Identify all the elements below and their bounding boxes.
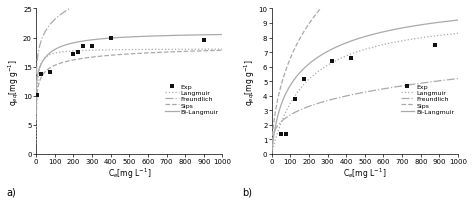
Point <box>431 44 438 47</box>
Point <box>37 73 45 76</box>
Point <box>277 132 285 136</box>
X-axis label: C$_{e}$[mg L$^{-1}$]: C$_{e}$[mg L$^{-1}$] <box>343 166 386 180</box>
X-axis label: C$_{e}$[mg L$^{-1}$]: C$_{e}$[mg L$^{-1}$] <box>108 166 151 180</box>
Point <box>33 94 41 97</box>
Point <box>70 53 77 56</box>
Text: b): b) <box>242 186 252 196</box>
Point <box>291 98 299 102</box>
Point <box>282 133 290 136</box>
Point <box>200 40 208 43</box>
Point <box>347 57 355 60</box>
Point <box>301 78 308 81</box>
Point <box>74 51 82 55</box>
Point <box>79 45 86 49</box>
Legend: Exp, Langmuir, Freundlich, Sips, Bi-Langmuir: Exp, Langmuir, Freundlich, Sips, Bi-Lang… <box>400 83 455 115</box>
Point <box>328 60 336 63</box>
Y-axis label: q$_{eq}$[mg g$^{-1}$]: q$_{eq}$[mg g$^{-1}$] <box>243 59 257 105</box>
Point <box>88 45 96 49</box>
Point <box>46 71 54 75</box>
Y-axis label: q$_{eq}$[mg g$^{-1}$]: q$_{eq}$[mg g$^{-1}$] <box>7 59 21 105</box>
Text: a): a) <box>6 186 16 196</box>
Point <box>107 37 114 40</box>
Legend: Exp, Langmuir, Freundlich, Sips, Bi-Langmuir: Exp, Langmuir, Freundlich, Sips, Bi-Lang… <box>164 83 219 115</box>
